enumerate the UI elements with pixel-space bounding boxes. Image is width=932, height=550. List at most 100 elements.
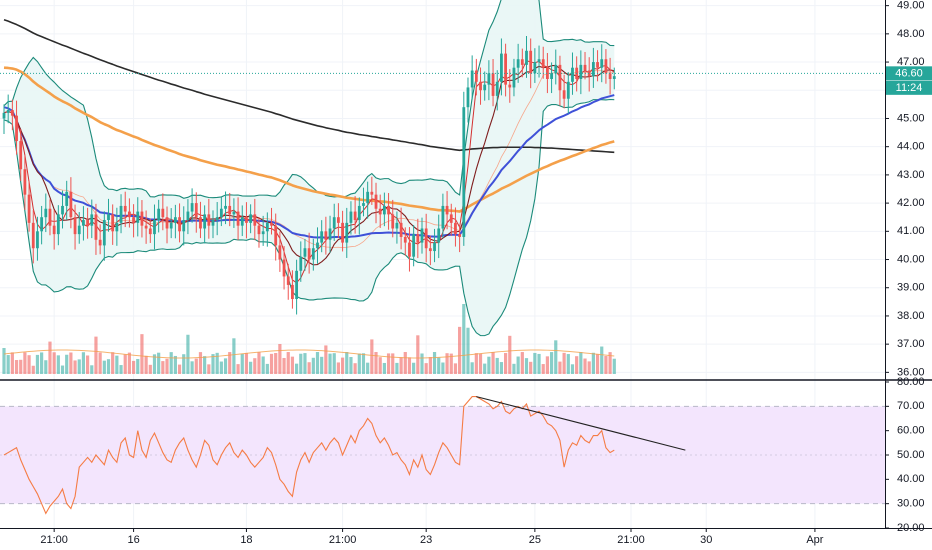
candle-body — [311, 248, 315, 260]
candle-body — [52, 225, 56, 235]
price-tick-label: 44.00 — [897, 141, 925, 153]
volume-bar — [228, 352, 232, 374]
candle — [82, 206, 85, 241]
candle — [441, 193, 445, 239]
candle-body — [94, 214, 98, 240]
candle-body — [550, 73, 553, 79]
candle — [571, 52, 574, 95]
rsi-tick-label: 20.00 — [897, 522, 925, 534]
candle-body — [362, 203, 365, 206]
candle — [77, 212, 81, 244]
candle — [533, 48, 537, 83]
candle-body — [169, 222, 173, 229]
volume-bar — [416, 335, 420, 374]
candle — [107, 198, 110, 232]
volume-bar — [504, 353, 508, 374]
candle-body — [604, 59, 608, 74]
candle — [40, 205, 44, 245]
volume-bar — [612, 358, 616, 374]
candle-body — [529, 50, 533, 74]
volume-bar — [558, 361, 562, 374]
volume-bar — [14, 360, 19, 374]
candle — [203, 205, 207, 244]
candle — [140, 200, 144, 238]
price-tick-label: 42.00 — [897, 197, 925, 209]
volume-bar — [6, 355, 10, 374]
candle-body — [374, 194, 378, 209]
candle-body — [504, 53, 507, 85]
candle — [6, 94, 10, 124]
candle — [332, 203, 336, 241]
volume-bar — [470, 362, 474, 374]
candle — [458, 225, 462, 253]
volume-bar — [169, 352, 173, 374]
candle — [299, 241, 303, 282]
candle-body — [303, 248, 307, 257]
volume-bar — [395, 362, 399, 374]
candle-body — [128, 211, 131, 218]
candle-body — [378, 208, 382, 215]
candle-body — [387, 205, 390, 215]
candle — [211, 210, 215, 239]
candle-body — [173, 217, 177, 223]
candle-body — [483, 84, 487, 91]
candle-body — [424, 228, 428, 249]
volume-bar — [48, 341, 52, 374]
time-tick-label: 16 — [127, 534, 139, 546]
candle-body — [591, 62, 595, 77]
candles — [2, 35, 616, 315]
volume-bar — [177, 364, 182, 374]
volume-bar — [69, 352, 73, 374]
candle-body — [111, 214, 115, 232]
candle — [483, 71, 487, 101]
candle — [508, 69, 512, 103]
candle-body — [161, 208, 165, 218]
volume-bar — [274, 353, 278, 374]
volume-bar — [382, 362, 386, 374]
volume-bar — [495, 357, 499, 374]
volume-bar — [604, 356, 608, 374]
time-tick-label: 21:00 — [617, 534, 645, 546]
candle-body — [341, 222, 344, 243]
volume-bar — [441, 362, 445, 374]
candle-body — [90, 214, 94, 226]
volume-bar — [491, 352, 495, 374]
last-price-tag — [886, 66, 932, 81]
candle — [403, 227, 407, 256]
volume-bar — [357, 353, 361, 374]
candle-body — [278, 245, 282, 260]
volume-bar — [98, 352, 102, 374]
volume-bar — [182, 354, 186, 374]
candle-body — [412, 234, 416, 257]
candle-body — [512, 67, 516, 88]
time-tick-label: 25 — [529, 534, 541, 546]
volume-bar — [261, 356, 265, 374]
volume-bar — [299, 353, 303, 374]
candle-body — [245, 217, 248, 223]
price-tick-label: 43.00 — [897, 169, 925, 181]
candle — [111, 204, 115, 245]
volume-bar — [303, 353, 307, 374]
price-tick-label: 36.00 — [897, 366, 925, 378]
candle — [10, 99, 14, 131]
volume-bar — [549, 352, 554, 374]
candle-body — [508, 84, 512, 88]
volume-bar — [286, 352, 290, 374]
candle — [194, 192, 198, 233]
volume-bar — [40, 352, 44, 374]
candle-body — [366, 191, 370, 204]
candle — [491, 59, 495, 107]
candle — [253, 198, 257, 241]
candle — [608, 57, 612, 95]
volume-bar — [269, 353, 274, 374]
candle-body — [608, 73, 612, 79]
volume-bar — [219, 361, 223, 374]
candle-body — [474, 70, 478, 82]
volume-bar — [524, 358, 529, 374]
candle-body — [399, 222, 403, 237]
candle — [265, 212, 269, 247]
volume-bar — [499, 362, 504, 374]
candle-body — [15, 115, 18, 142]
candle-body — [115, 222, 119, 232]
candle-body — [249, 214, 253, 223]
